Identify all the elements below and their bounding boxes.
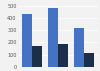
Bar: [32, 46, 42, 67]
Bar: [74, 28, 84, 67]
Bar: [22, 14, 32, 67]
Bar: [84, 53, 94, 67]
Bar: [58, 44, 68, 67]
Bar: [48, 8, 58, 67]
